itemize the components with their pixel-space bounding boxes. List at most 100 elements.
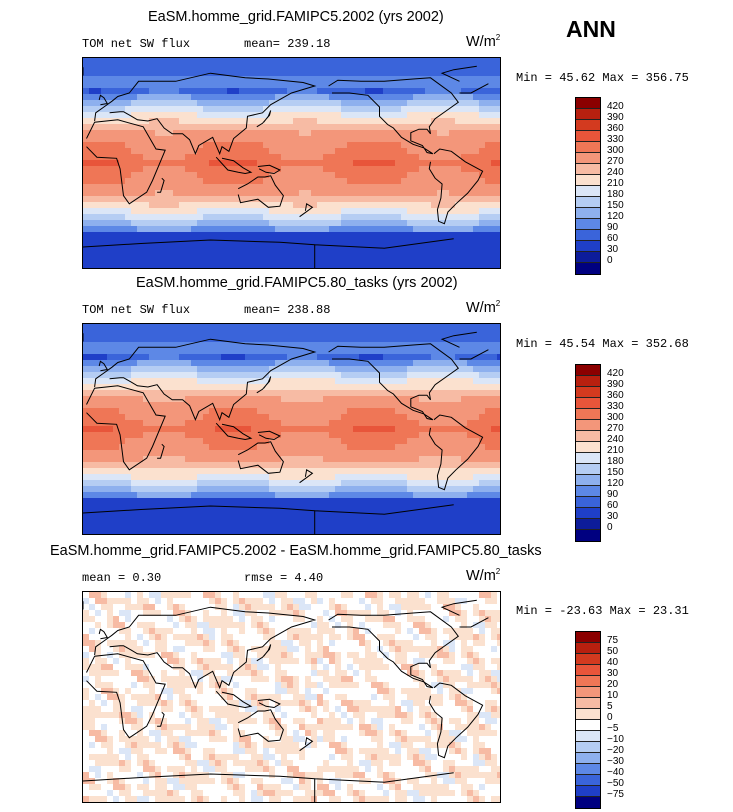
map-cell bbox=[137, 58, 144, 65]
map-cell bbox=[395, 196, 402, 203]
map-cell bbox=[467, 136, 474, 143]
map-cell bbox=[479, 208, 486, 215]
map-cell bbox=[311, 360, 318, 367]
map-cell bbox=[413, 510, 420, 517]
map-cell bbox=[437, 330, 444, 337]
map-cell bbox=[485, 498, 492, 505]
map-cell bbox=[293, 528, 300, 534]
map-cell bbox=[167, 480, 174, 487]
map-cell bbox=[233, 202, 240, 209]
map-cell bbox=[203, 366, 210, 373]
map-cell bbox=[107, 154, 114, 161]
map-cell bbox=[269, 88, 276, 95]
map-cell bbox=[131, 82, 138, 89]
map-cell bbox=[413, 154, 420, 161]
map-cell bbox=[275, 480, 282, 487]
map-cell bbox=[371, 390, 378, 397]
map-cell bbox=[161, 220, 168, 227]
map-cell bbox=[95, 76, 102, 83]
map-cell bbox=[455, 492, 462, 499]
map-cell bbox=[287, 390, 294, 397]
map-cell bbox=[479, 414, 486, 421]
map-cell bbox=[413, 366, 420, 373]
map-cell bbox=[89, 474, 96, 481]
map-cell bbox=[287, 504, 294, 511]
map-cell bbox=[179, 420, 186, 427]
map-cell bbox=[323, 384, 330, 391]
map-cell bbox=[173, 112, 180, 119]
map-cell bbox=[245, 88, 252, 95]
map-cell bbox=[89, 360, 96, 367]
map-cell bbox=[173, 372, 180, 379]
map-cell bbox=[257, 214, 264, 221]
map-cell bbox=[323, 372, 330, 379]
map-cell bbox=[233, 462, 240, 469]
map-cell bbox=[293, 432, 300, 439]
map-cell bbox=[431, 82, 438, 89]
map-cell bbox=[155, 70, 162, 77]
map-cell bbox=[323, 124, 330, 131]
map-cell bbox=[281, 100, 288, 107]
map-cell bbox=[479, 106, 486, 113]
map-cell bbox=[305, 498, 312, 505]
map-cell bbox=[299, 88, 306, 95]
map-cell bbox=[113, 426, 120, 433]
map-cell bbox=[467, 396, 474, 403]
map-cell bbox=[155, 238, 162, 245]
map-cell bbox=[395, 166, 402, 173]
map-cell bbox=[473, 220, 480, 227]
map-cell bbox=[89, 510, 96, 517]
map-cell bbox=[425, 106, 432, 113]
map-cell bbox=[473, 58, 480, 65]
map-cell bbox=[101, 214, 108, 221]
map-cell bbox=[173, 420, 180, 427]
map-cell bbox=[377, 336, 384, 343]
map-cell bbox=[89, 366, 96, 373]
map-cell bbox=[479, 148, 486, 155]
map-cell bbox=[341, 250, 348, 257]
map-cell bbox=[491, 468, 498, 475]
colorbar-swatch bbox=[576, 530, 600, 541]
map-cell bbox=[143, 106, 150, 113]
map-cell bbox=[143, 486, 150, 493]
map-cell bbox=[287, 196, 294, 203]
map-cell bbox=[101, 196, 108, 203]
map-cell bbox=[467, 172, 474, 179]
map-cell bbox=[461, 256, 468, 263]
map-cell bbox=[245, 348, 252, 355]
map-cell bbox=[431, 384, 438, 391]
map-cell bbox=[125, 244, 132, 251]
map-cell bbox=[269, 516, 276, 523]
map-cell bbox=[221, 438, 228, 445]
map-cell bbox=[281, 366, 288, 373]
map-cell bbox=[119, 510, 126, 517]
map-cell bbox=[329, 76, 336, 83]
map-cell bbox=[419, 510, 426, 517]
map-cell bbox=[371, 324, 378, 331]
map-cell bbox=[209, 474, 216, 481]
map-cell bbox=[179, 172, 186, 179]
map-cell bbox=[335, 166, 342, 173]
map-cell bbox=[119, 220, 126, 227]
map-cell bbox=[125, 348, 132, 355]
map-cell bbox=[83, 118, 90, 125]
map-cell bbox=[257, 396, 264, 403]
map-cell bbox=[461, 420, 468, 427]
map-cell bbox=[179, 58, 186, 65]
map-cell bbox=[101, 148, 108, 155]
map-cell bbox=[305, 474, 312, 481]
map-cell bbox=[371, 130, 378, 137]
map-cell bbox=[359, 160, 366, 167]
map-cell bbox=[437, 256, 444, 263]
map-cell bbox=[263, 130, 270, 137]
map-cell bbox=[197, 196, 204, 203]
map-cell bbox=[233, 372, 240, 379]
map-cell bbox=[323, 106, 330, 113]
map-cell bbox=[137, 160, 144, 167]
map-cell bbox=[107, 256, 114, 263]
map-cell bbox=[179, 342, 186, 349]
map-cell bbox=[431, 378, 438, 385]
map-cell bbox=[383, 226, 390, 233]
map-cell bbox=[269, 208, 276, 215]
map-cell bbox=[317, 94, 324, 101]
